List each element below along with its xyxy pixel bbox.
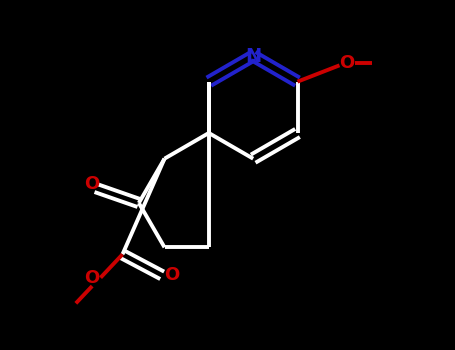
Text: O: O [164, 266, 179, 284]
Text: N: N [245, 47, 261, 65]
Text: O: O [85, 269, 100, 287]
Text: O: O [85, 175, 100, 193]
Text: O: O [339, 54, 354, 72]
